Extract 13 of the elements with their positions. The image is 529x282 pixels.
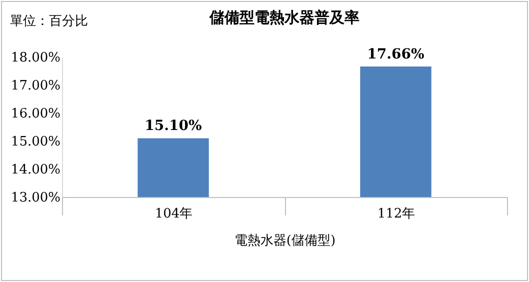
x-axis-title: 電熱水器(儲備型) (234, 234, 336, 248)
y-tick-label: 17.00% (10, 78, 60, 94)
y-tick-label: 15.00% (10, 134, 60, 150)
x-tick-label: 112年 (377, 206, 416, 222)
y-tick-label: 13.00% (10, 190, 60, 206)
x-tick-label: 104年 (154, 206, 193, 222)
chart-title: 儲備型電熱水器普及率 (208, 8, 360, 27)
y-tick-label: 18.00% (10, 50, 60, 66)
data-label: 17.66% (367, 46, 424, 63)
data-label: 15.10% (144, 118, 202, 134)
y-tick-label: 14.00% (10, 162, 60, 178)
text: 單位：百分比 (10, 13, 88, 30)
y-tick-label: 16.00% (10, 106, 60, 122)
